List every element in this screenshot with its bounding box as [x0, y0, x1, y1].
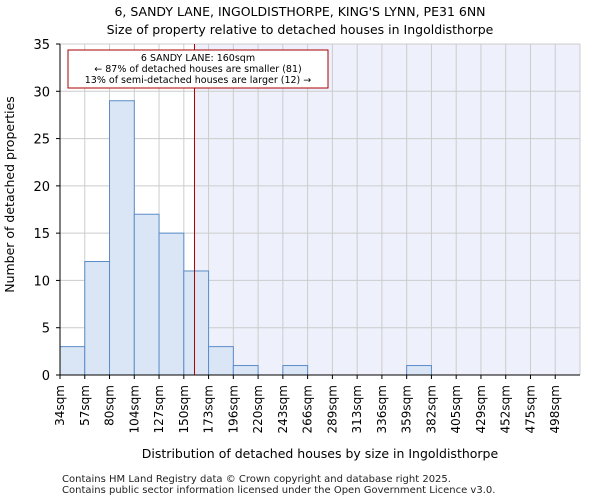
x-tick-label: 313sqm — [350, 385, 364, 433]
x-tick-label: 429sqm — [474, 385, 488, 433]
x-tick-label: 359sqm — [400, 385, 414, 433]
x-tick-label: 127sqm — [152, 385, 166, 433]
x-tick-label: 382sqm — [424, 385, 438, 433]
annotation-line-2: ← 87% of detached houses are smaller (81… — [94, 64, 301, 75]
x-tick-label: 57sqm — [78, 385, 92, 426]
bar-173sqm — [208, 346, 234, 376]
highlight-region — [194, 44, 580, 375]
y-tick-label: 35 — [33, 38, 50, 53]
x-tick-label: 243sqm — [276, 385, 290, 433]
x-tick-label: 80sqm — [103, 385, 117, 426]
footer-copyright: Contains HM Land Registry data © Crown c… — [62, 474, 451, 485]
y-tick-label: 15 — [33, 227, 50, 242]
x-tick-label: 34sqm — [53, 385, 67, 426]
x-tick-label: 289sqm — [325, 385, 339, 433]
bar-104sqm — [133, 213, 160, 376]
annotation-line-1: 6 SANDY LANE: 160sqm — [141, 53, 255, 64]
annotation-line-3: 13% of semi-detached houses are larger (… — [85, 75, 312, 86]
y-tick-label: 10 — [33, 274, 50, 289]
x-tick-label: 405sqm — [449, 385, 463, 433]
x-tick-label: 336sqm — [375, 385, 389, 433]
x-tick-label: 173sqm — [202, 385, 216, 433]
x-tick-label: 475sqm — [523, 385, 537, 433]
x-axis-title: Distribution of detached houses by size … — [142, 446, 499, 461]
y-tick-label: 25 — [33, 133, 50, 148]
bar-150sqm — [183, 270, 210, 376]
footer-licence: Contains public sector information licen… — [62, 485, 496, 496]
y-tick-label: 0 — [42, 369, 50, 384]
x-tick-label: 196sqm — [226, 385, 240, 433]
bar-243sqm — [282, 365, 309, 376]
chart-subtitle: Size of property relative to detached ho… — [106, 22, 494, 37]
y-tick-label: 5 — [42, 322, 50, 337]
bar-359sqm — [406, 365, 432, 376]
x-tick-label: 266sqm — [301, 385, 315, 433]
x-tick-label: 220sqm — [251, 385, 265, 433]
annotation-box — [67, 49, 329, 89]
x-tick-label: 150sqm — [177, 385, 191, 433]
x-tick-label: 452sqm — [499, 385, 513, 433]
bar-34sqm — [59, 346, 86, 376]
x-tick-label: 104sqm — [127, 385, 141, 433]
bar-80sqm — [109, 100, 135, 376]
y-tick-label: 20 — [33, 180, 50, 195]
x-tick-label: 498sqm — [548, 385, 562, 433]
y-axis-title: Number of detached properties — [2, 96, 17, 293]
chart-title: 6, SANDY LANE, INGOLDISTHORPE, KING'S LY… — [114, 4, 486, 19]
bar-196sqm — [232, 365, 259, 376]
y-tick-label: 30 — [33, 85, 50, 100]
bar-127sqm — [158, 232, 185, 376]
bar-57sqm — [84, 261, 111, 376]
